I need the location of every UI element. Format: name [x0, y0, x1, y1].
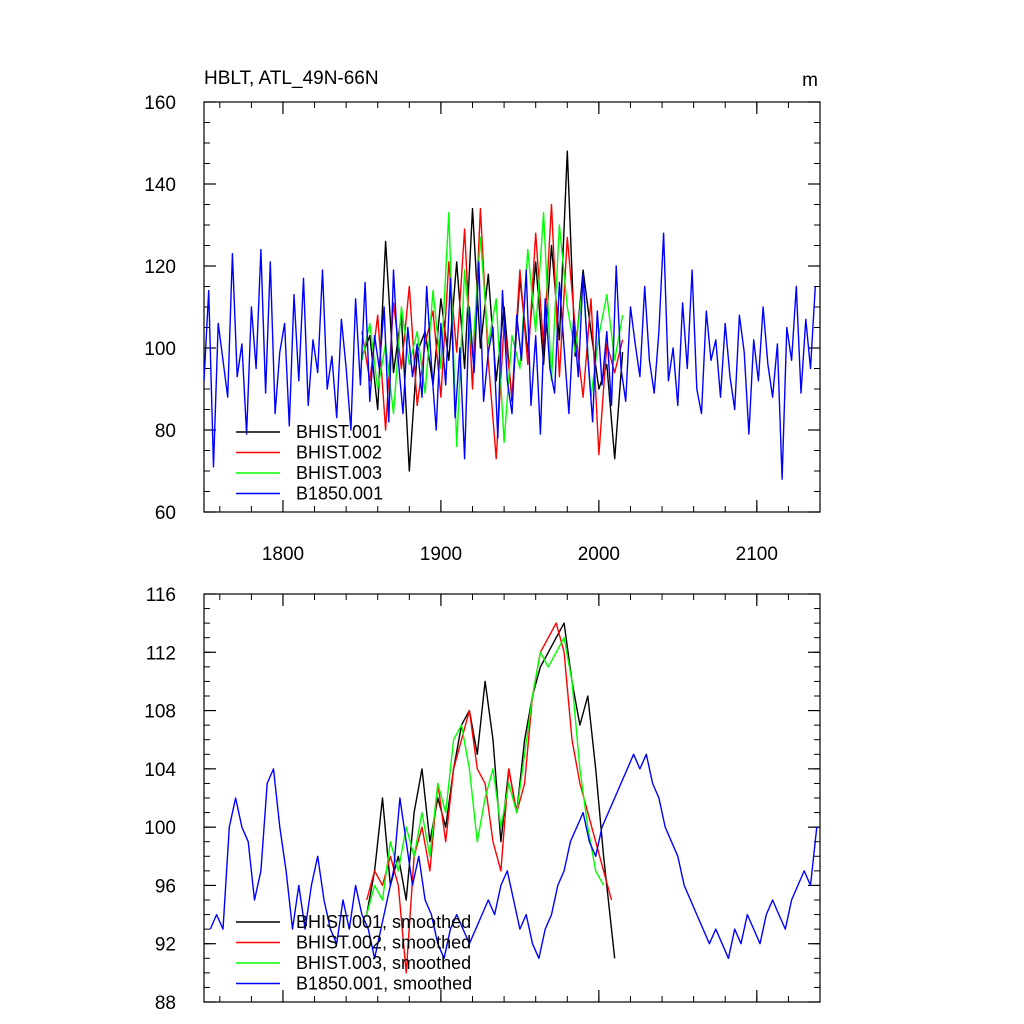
y-tick-label: 120 — [144, 257, 176, 278]
y-tick-label: 100 — [144, 818, 176, 839]
series-line — [366, 637, 605, 915]
legend-label: B1850.001, smoothed — [296, 974, 472, 994]
x-tick-label: 1900 — [420, 544, 462, 565]
legend-label: BHIST.003, smoothed — [296, 953, 471, 973]
y-tick-label: 112 — [146, 643, 176, 664]
x-tick-label: 2000 — [578, 544, 620, 565]
legend-label: BHIST.002, smoothed — [296, 933, 471, 953]
chart-panel-bottom: 88 92 96 100 104 108 112 116 BHIST.001, smoothed… — [144, 585, 821, 1014]
y-tick-label: 108 — [144, 702, 176, 723]
legend-label: B1850.001 — [296, 484, 383, 504]
legend-label: BHIST.001 — [296, 422, 382, 442]
series-line — [366, 622, 613, 974]
y-tick-label: 60 — [155, 503, 176, 524]
legend-label: BHIST.003 — [296, 463, 382, 483]
y-tick-label: 100 — [144, 339, 176, 360]
y-tick-label: 92 — [155, 935, 176, 956]
chart-panel-top: 1800 1900 2000 2100 60 80 100 120 140 160 BHIST.00… — [144, 93, 821, 565]
x-tick-label: 1800 — [262, 544, 304, 565]
figure-units: m — [802, 70, 818, 91]
y-tick-label: 160 — [144, 93, 176, 114]
series-line — [366, 622, 616, 959]
y-tick-label: 140 — [144, 175, 176, 196]
y-tick-label: 96 — [155, 876, 176, 897]
y-tick-label: 116 — [146, 585, 176, 606]
y-tick-label: 80 — [155, 421, 176, 442]
y-tick-label: 88 — [155, 993, 176, 1014]
legend-label: BHIST.002 — [296, 443, 382, 463]
legend-label: BHIST.001, smoothed — [296, 912, 471, 932]
x-tick-label: 2100 — [736, 544, 778, 565]
series-line — [209, 753, 818, 959]
y-tick-label: 104 — [144, 760, 176, 781]
series-line — [361, 211, 624, 448]
figure-title: HBLT, ATL_49N-66N — [204, 68, 379, 89]
series-line — [203, 232, 816, 480]
